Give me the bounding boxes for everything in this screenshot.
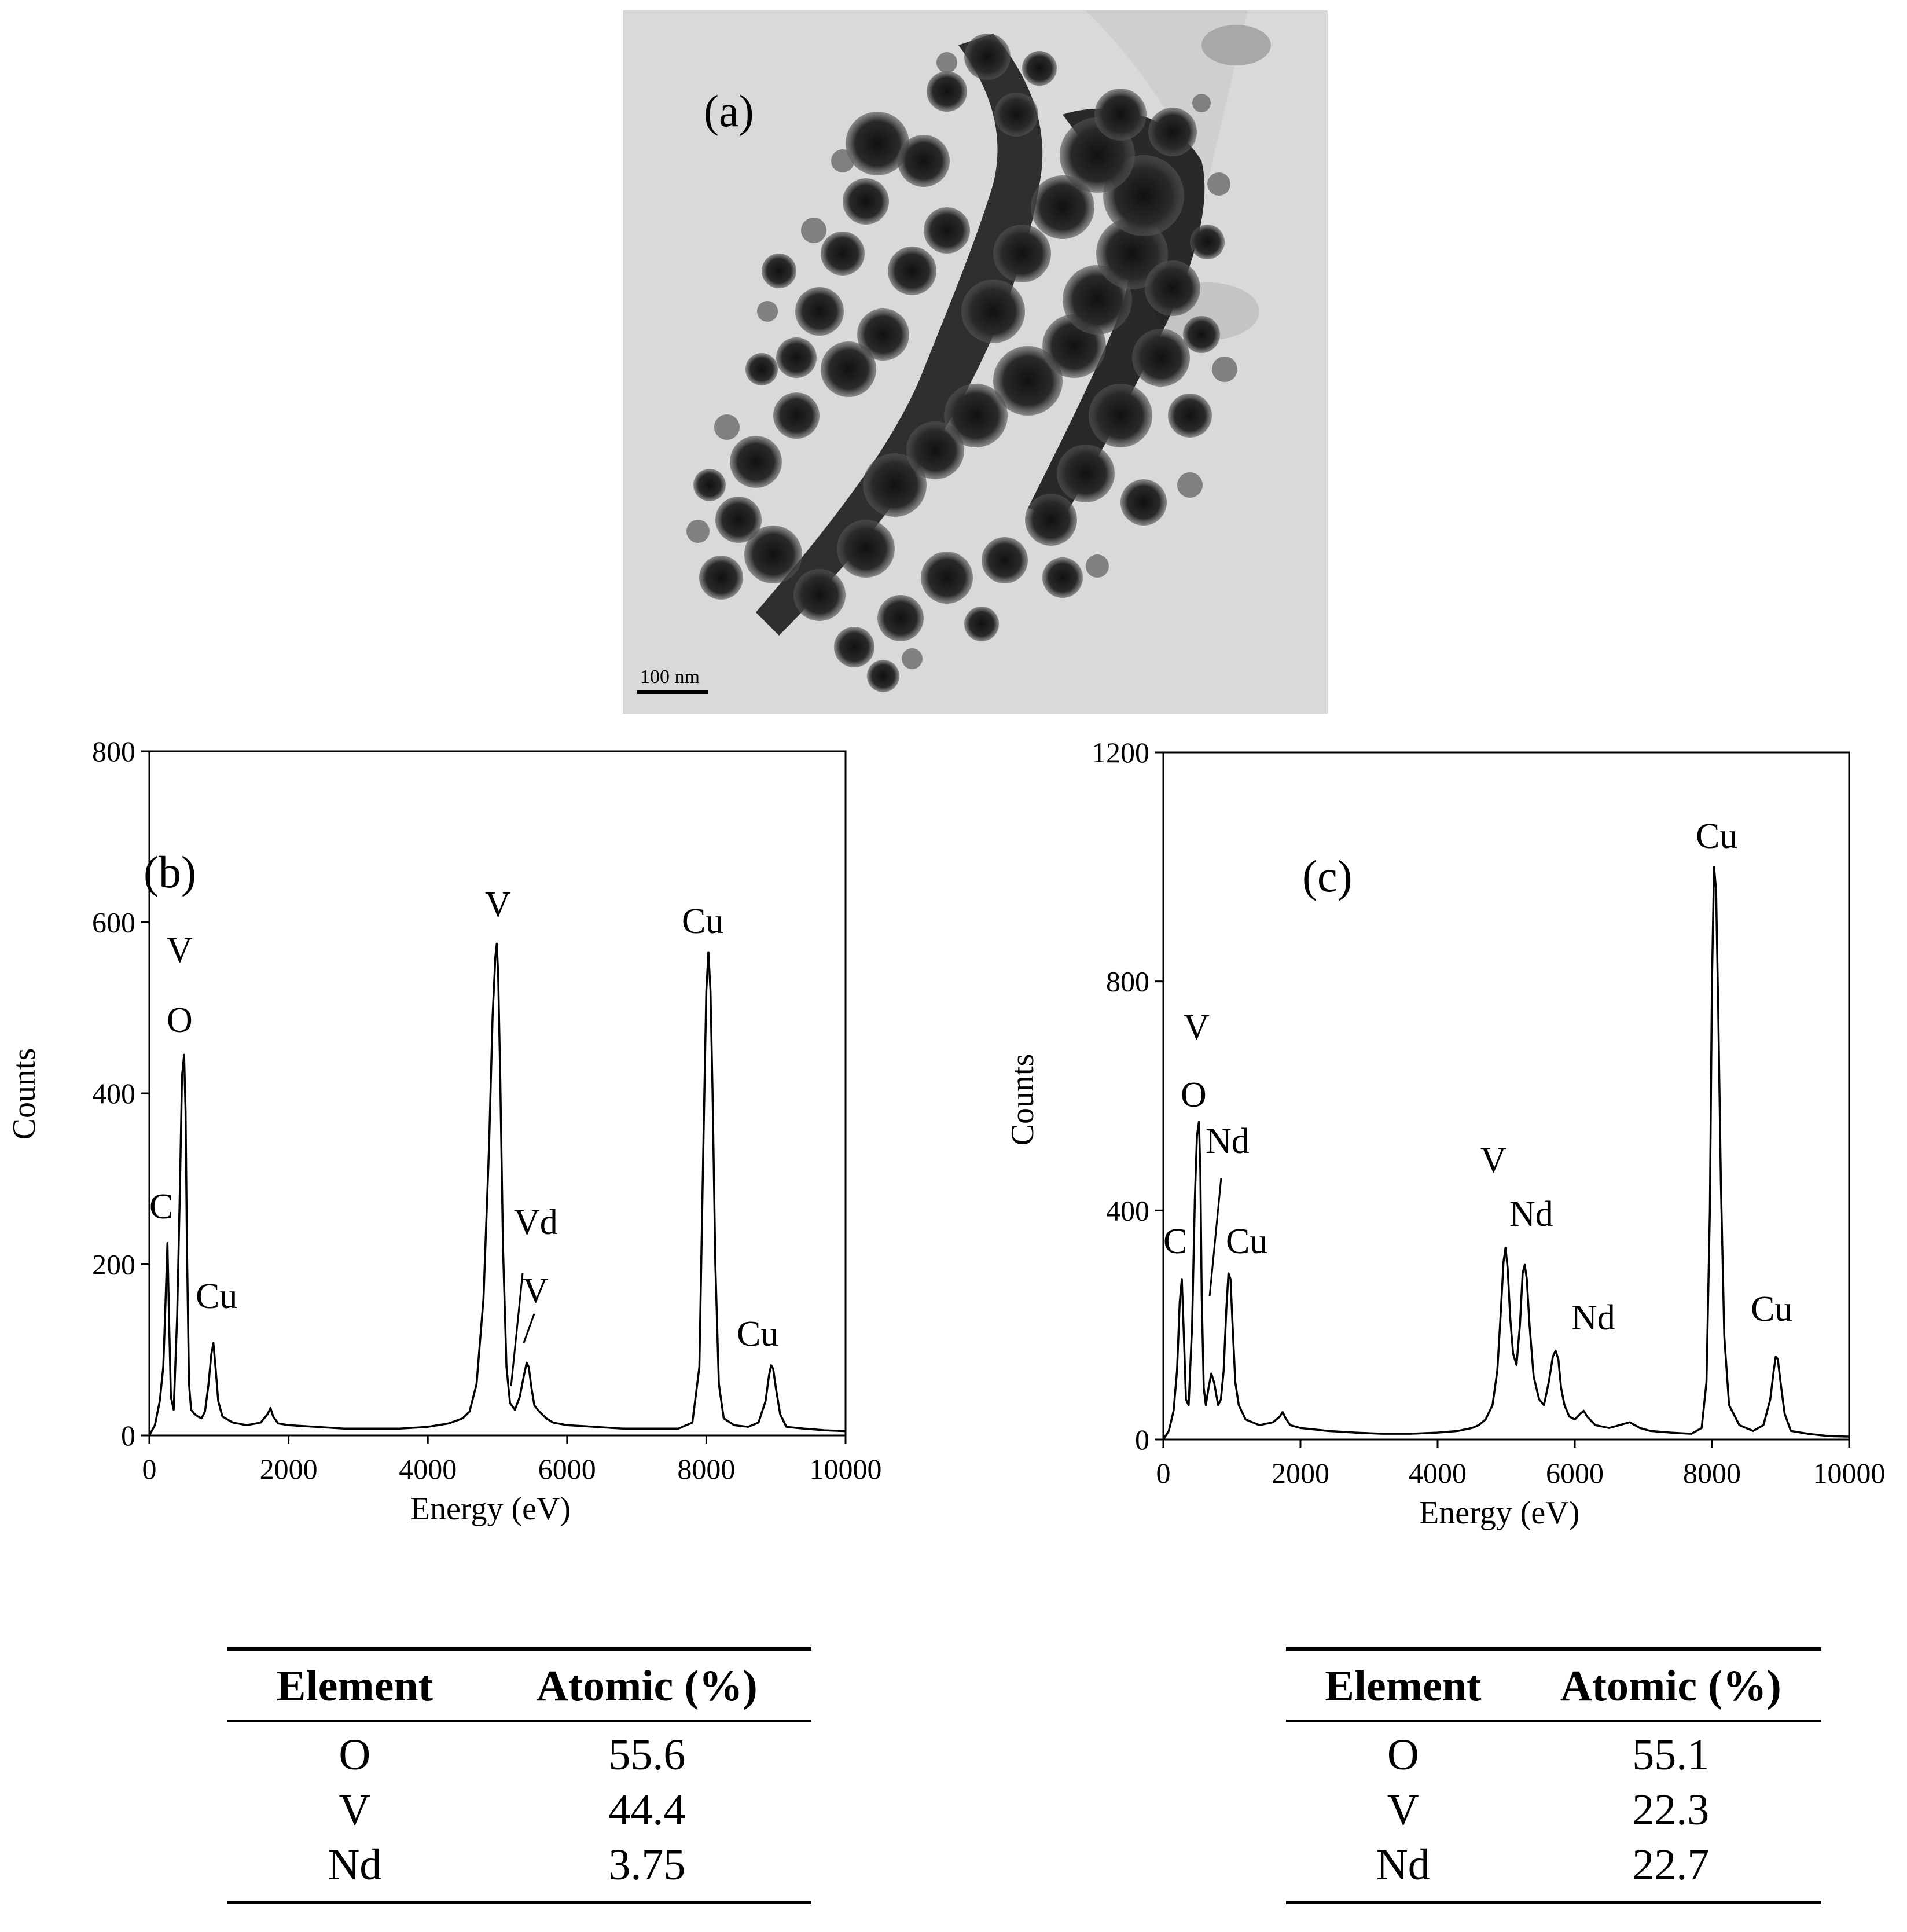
x-tick-label: 0	[142, 1453, 157, 1485]
panel-label-a: (a)	[704, 86, 754, 136]
element-cell: Nd	[227, 1838, 483, 1904]
atomic-cell: 55.6	[608, 1731, 686, 1779]
column-header-atomic: Atomic (%)	[482, 1647, 811, 1722]
spectrum-line	[1162, 866, 1850, 1440]
y-tick-label: 400	[92, 1077, 135, 1110]
composition-table-c: Element Atomic (%) O 55.1 V 22.3 Nd 22.7	[1286, 1647, 1821, 1904]
atomic-cell: 22.3	[1632, 1786, 1710, 1834]
table-row: O 55.1	[1286, 1721, 1821, 1783]
atomic-cell: 55.1	[1632, 1731, 1710, 1779]
x-tick-label: 8000	[677, 1453, 735, 1485]
peak-annotation: V	[167, 931, 193, 970]
table-row: O 55.6	[227, 1721, 811, 1783]
x-tick-label: 6000	[1546, 1457, 1604, 1489]
y-tick-label: 0	[121, 1419, 135, 1452]
x-tick-label: 4000	[1409, 1457, 1467, 1489]
x-axis-title: Energy (eV)	[410, 1491, 571, 1527]
peak-annotation: V	[523, 1271, 549, 1310]
peak-annotation: O	[167, 1001, 193, 1040]
element-cell: Nd	[1286, 1838, 1520, 1904]
x-axis-title: Energy (eV)	[1419, 1495, 1579, 1531]
peak-annotation: Cu	[1751, 1290, 1792, 1329]
y-axis-title: Counts	[6, 1048, 42, 1140]
panel-label: (b)	[144, 847, 196, 897]
element-cell: O	[1387, 1731, 1419, 1779]
x-tick-label: 6000	[538, 1453, 596, 1485]
element-cell: V	[1387, 1786, 1419, 1834]
peak-annotation: Cu	[1226, 1222, 1267, 1261]
atomic-cell: 22.7	[1520, 1838, 1821, 1904]
table-row: Nd 22.7	[1286, 1838, 1821, 1904]
y-tick-label: 800	[1106, 965, 1149, 998]
column-header-atomic: Atomic (%)	[1520, 1647, 1821, 1722]
y-tick-label: 600	[92, 906, 135, 939]
peak-annotation: Nd	[1509, 1195, 1553, 1234]
composition-table-b: Element Atomic (%) O 55.6 V 44.4 Nd 3.75	[227, 1647, 811, 1904]
column-header-element: Element	[227, 1647, 483, 1722]
x-tick-label: 2000	[260, 1453, 318, 1485]
peak-annotation: O	[1181, 1075, 1207, 1115]
x-tick-label: 2000	[1272, 1457, 1329, 1489]
element-cell: V	[339, 1786, 371, 1834]
peak-annotation: Cu	[737, 1314, 778, 1354]
y-axis-title: Counts	[1007, 1054, 1041, 1146]
peak-annotation: Nd	[1206, 1122, 1250, 1161]
peak-annotation: Cu	[196, 1277, 237, 1316]
annotation-leader-line	[523, 1313, 535, 1343]
x-tick-label: 10000	[810, 1453, 882, 1485]
table-row: Nd 3.75	[227, 1838, 811, 1904]
table-row: V 44.4	[227, 1783, 811, 1838]
y-tick-label: 800	[92, 735, 135, 767]
spectrum-line	[148, 942, 846, 1436]
atomic-cell: 44.4	[608, 1786, 686, 1834]
table-row: V 22.3	[1286, 1783, 1821, 1838]
annotation-leader-line	[1208, 1177, 1222, 1297]
x-tick-label: 8000	[1683, 1457, 1741, 1489]
x-tick-label: 10000	[1813, 1457, 1886, 1489]
plot-frame	[1162, 751, 1850, 1441]
eds-spectrum-b: 0 2000 4000 6000 8000 10000 0 200 400 600 800 Energ…	[6, 735, 882, 1527]
x-tick-label: 0	[1156, 1457, 1171, 1489]
y-tick-label: 400	[1106, 1194, 1149, 1226]
peak-annotation: Vd	[514, 1203, 558, 1242]
tem-micrograph-image: 100 nm (a)	[623, 10, 1328, 714]
table-header-row: Element Atomic (%)	[1286, 1647, 1821, 1722]
peak-annotation: V	[1184, 1008, 1210, 1047]
peak-annotation: Cu	[682, 902, 723, 941]
tem-micrograph: 100 nm (a)	[623, 10, 1328, 714]
element-cell: O	[339, 1731, 371, 1779]
peak-annotation: Cu	[1696, 817, 1737, 856]
table-header-row: Element Atomic (%)	[227, 1647, 811, 1722]
peak-annotation: Nd	[1571, 1298, 1615, 1338]
y-tick-label: 1200	[1092, 736, 1149, 769]
atomic-cell: 3.75	[482, 1838, 811, 1904]
panel-label: (c)	[1302, 851, 1353, 901]
y-tick-label: 200	[92, 1248, 135, 1281]
peak-annotation: V	[485, 885, 511, 924]
y-tick-label: 0	[1135, 1423, 1149, 1456]
column-header-element: Element	[1286, 1647, 1520, 1722]
peak-annotation: C	[149, 1187, 173, 1226]
peak-annotation: C	[1163, 1222, 1187, 1261]
scale-bar-label: 100 nm	[640, 666, 700, 688]
eds-spectrum-c: 0 2000 4000 6000 8000 10000 0 400 800 1200 Energy …	[1007, 736, 1886, 1531]
peak-annotation: V	[1480, 1141, 1507, 1180]
annotation-leader-line	[510, 1273, 524, 1387]
x-tick-label: 4000	[399, 1453, 457, 1485]
